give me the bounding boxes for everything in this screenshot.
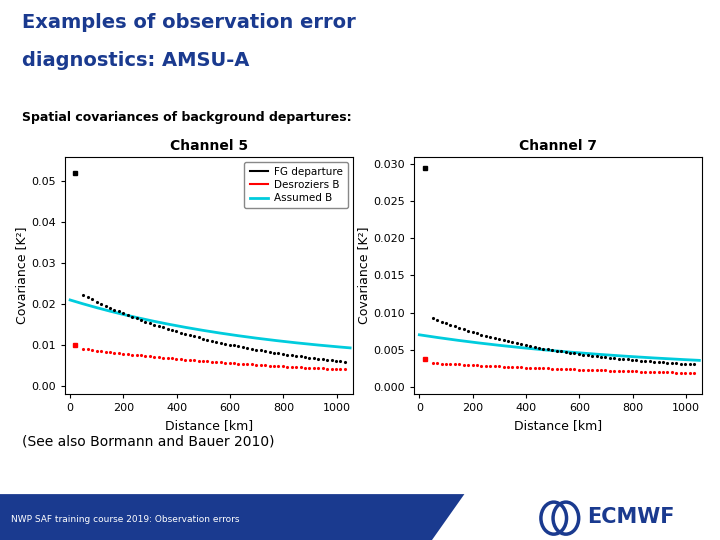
Y-axis label: Covariance [K²]: Covariance [K²]	[357, 227, 371, 324]
Title: Channel 5: Channel 5	[170, 139, 248, 153]
Text: NWP SAF training course 2019: Observation errors: NWP SAF training course 2019: Observatio…	[11, 515, 239, 524]
Text: diagnostics: AMSU-A: diagnostics: AMSU-A	[22, 51, 249, 70]
Text: ECMWF: ECMWF	[587, 507, 675, 528]
X-axis label: Distance [km]: Distance [km]	[165, 419, 253, 432]
Text: Spatial covariances of background departures:: Spatial covariances of background depart…	[22, 111, 351, 124]
Legend: FG departure, Desroziers B, Assumed B: FG departure, Desroziers B, Assumed B	[244, 162, 348, 208]
Text: Examples of observation error: Examples of observation error	[22, 14, 356, 32]
Title: Channel 7: Channel 7	[519, 139, 597, 153]
Polygon shape	[0, 494, 464, 540]
Text: (See also Bormann and Bauer 2010): (See also Bormann and Bauer 2010)	[22, 435, 274, 449]
X-axis label: Distance [km]: Distance [km]	[514, 419, 602, 432]
Y-axis label: Covariance [K²]: Covariance [K²]	[15, 227, 28, 324]
